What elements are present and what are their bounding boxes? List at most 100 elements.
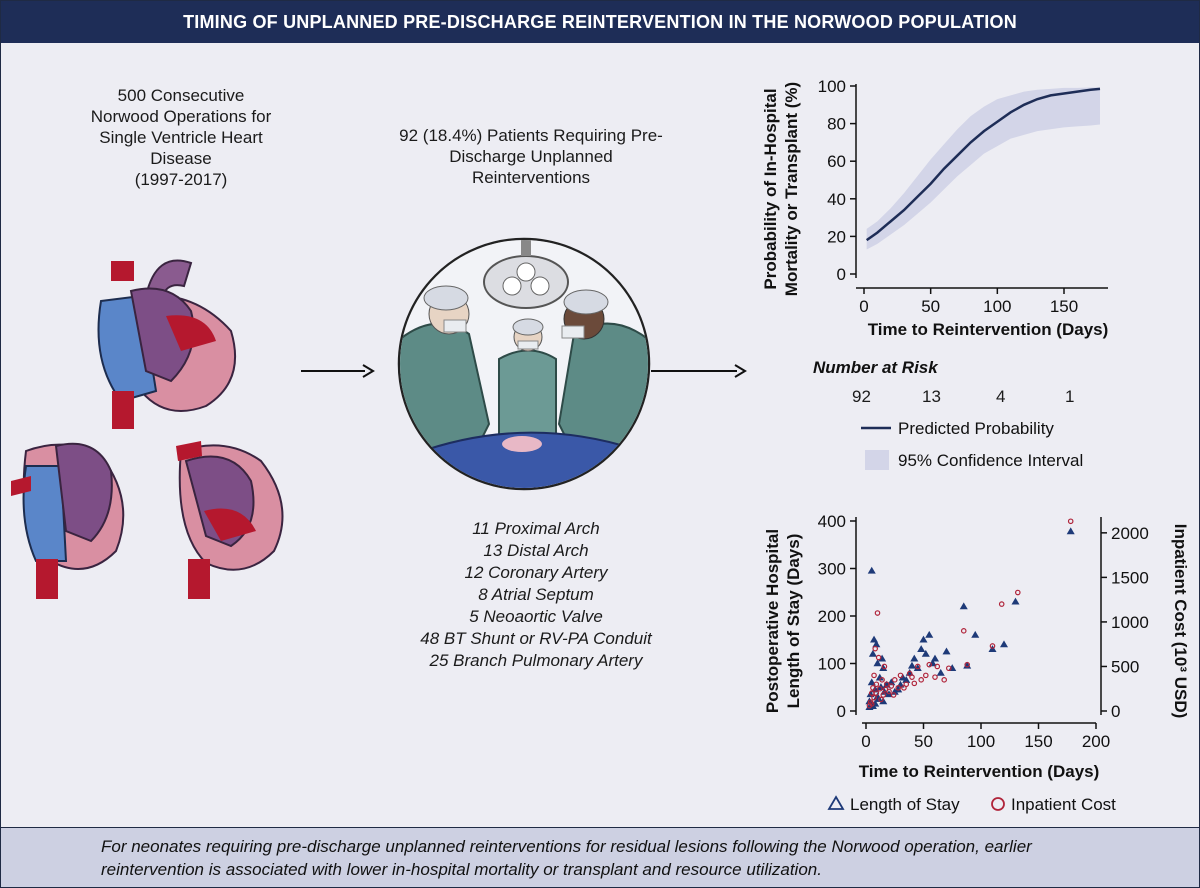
- x-tick-label: 200: [1082, 732, 1110, 751]
- cost-point: [872, 645, 879, 652]
- cohort-line: Disease: [150, 149, 212, 168]
- y-tick-label: 400: [818, 512, 846, 531]
- y-axis-title-line-2: Mortality or Transplant (%): [782, 82, 801, 296]
- x-tick-label: 100: [983, 297, 1011, 316]
- y-tick-label: 100: [818, 77, 846, 96]
- los-point: [867, 566, 876, 574]
- los-point: [971, 630, 980, 638]
- legend-ci-label: 95% Confidence Interval: [898, 451, 1084, 470]
- y-tick-label: 60: [827, 152, 846, 171]
- legend-los-label: Length of Stay: [850, 795, 960, 814]
- reintervention-line: Discharge Unplanned: [449, 147, 613, 166]
- los-point: [925, 630, 934, 638]
- cost-point: [895, 685, 902, 691]
- y2-tick-label: 500: [1111, 657, 1139, 676]
- number-at-risk-label: Number at Risk: [813, 358, 938, 377]
- cost-point: [883, 681, 890, 688]
- summary-text: For neonates requiring pre-discharge unp…: [101, 837, 1032, 879]
- los-point: [1011, 597, 1020, 605]
- y-tick-label: 300: [818, 560, 846, 579]
- y2-tick-label: 1500: [1111, 568, 1149, 587]
- y-tick-label: 0: [837, 265, 846, 284]
- los-point: [910, 654, 919, 662]
- cohort-line: (1997-2017): [134, 170, 228, 189]
- cost-point: [914, 663, 921, 670]
- cost-point: [873, 681, 880, 688]
- cost-point: [875, 654, 882, 661]
- cost-point: [946, 665, 952, 672]
- surgeon-center: [498, 318, 557, 445]
- surgery-illustration: [397, 237, 651, 491]
- cohort-line: Single Ventricle Heart: [99, 128, 263, 147]
- risk-value: 13: [922, 387, 941, 406]
- x-tick-label: 150: [1050, 297, 1078, 316]
- cost-point: [868, 701, 875, 707]
- cost-point: [934, 663, 941, 670]
- confidence-band: [866, 87, 1100, 250]
- x-axis-title: Time to Reintervention (Days): [859, 762, 1100, 781]
- lesion-item: 5 Neoaortic Valve: [469, 607, 603, 626]
- risk-value: 4: [996, 387, 1006, 406]
- heart-illustration-right: [176, 441, 284, 599]
- reintervention-text: 92 (18.4%) Patients Requiring Pre- Disch…: [351, 125, 711, 188]
- cost-point: [871, 672, 877, 679]
- cost-point: [897, 672, 904, 679]
- cost-point: [918, 677, 925, 683]
- risk-value: 92: [852, 387, 871, 406]
- y2-tick-label: 0: [1111, 702, 1120, 721]
- lesion-item: 12 Coronary Artery: [464, 563, 608, 582]
- los-point: [921, 649, 930, 657]
- cost-point: [882, 686, 889, 693]
- heart-illustrations: [11, 259, 284, 599]
- cost-point: [960, 628, 967, 634]
- y-axis-title-line-2: Length of Stay (Days): [784, 534, 803, 709]
- y2-tick-label: 2000: [1111, 524, 1149, 543]
- cost-point: [874, 610, 881, 616]
- cost-point: [923, 672, 929, 679]
- flow-arrow-2: [651, 364, 747, 378]
- cost-point: [1067, 518, 1074, 525]
- legend-cost-label: Inpatient Cost: [1011, 795, 1116, 814]
- cost-point: [879, 677, 885, 683]
- flow-arrow-1: [301, 364, 375, 378]
- los-point: [930, 654, 940, 662]
- cost-point: [909, 674, 915, 680]
- lesion-item: 8 Atrial Septum: [478, 585, 594, 604]
- y-tick-label: 80: [827, 115, 846, 134]
- cost-point: [877, 685, 883, 692]
- cost-point: [888, 683, 895, 689]
- lesion-item: 48 BT Shunt or RV-PA Conduit: [420, 629, 652, 648]
- x-tick-label: 50: [914, 732, 933, 751]
- cost-point: [1014, 589, 1021, 596]
- cost-point: [911, 680, 918, 687]
- heart-illustration-left: [11, 442, 125, 599]
- legend-ci-swatch: [865, 450, 889, 470]
- lesion-item: 11 Proximal Arch: [472, 519, 600, 538]
- x-tick-label: 0: [861, 732, 870, 751]
- los-point: [867, 678, 876, 686]
- y-tick-label: 100: [818, 655, 846, 674]
- mortality-chart: Probability of In-Hospital Mortality or …: [761, 77, 1108, 339]
- los-point: [959, 602, 968, 610]
- legend-los-swatch: [827, 795, 845, 810]
- y-tick-label: 40: [827, 190, 846, 209]
- y-axis-title-line-1: Postoperative Hospital: [763, 529, 782, 713]
- y-tick-label: 200: [818, 607, 846, 626]
- predicted-probability-line: [865, 87, 1101, 242]
- y-axis-title-line-1: Probability of In-Hospital: [761, 88, 780, 289]
- x-tick-label: 100: [967, 732, 995, 751]
- cost-point: [926, 661, 933, 668]
- lesion-item: 25 Branch Pulmonary Artery: [429, 651, 643, 670]
- cohort-line: 500 Consecutive: [117, 86, 245, 105]
- los-point: [919, 635, 928, 643]
- cost-point: [881, 663, 888, 670]
- los-point: [907, 661, 917, 669]
- cost-point: [989, 643, 996, 649]
- legend-predicted-label: Predicted Probability: [898, 419, 1054, 438]
- y-tick-label: 20: [827, 227, 846, 246]
- los-point: [870, 635, 879, 643]
- y2-axis-title: Inpatient Cost (10³ USD): [1171, 524, 1190, 719]
- legend-cost-swatch: [991, 797, 1005, 811]
- x-tick-label: 150: [1024, 732, 1052, 751]
